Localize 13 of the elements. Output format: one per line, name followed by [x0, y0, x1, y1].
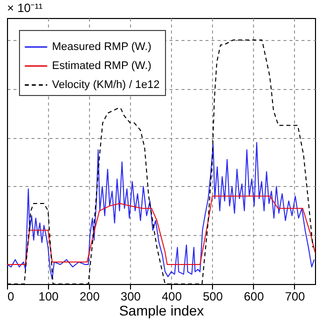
x-tick-label: 600 — [244, 290, 264, 304]
x-tick-label: 100 — [38, 290, 59, 304]
x-tick-label: 500 — [202, 290, 224, 304]
x-tick-label: 700 — [284, 290, 306, 304]
x-axis-title: Sample index — [119, 302, 204, 318]
x-tick-label: 400 — [162, 290, 182, 304]
x-tick-label: 200 — [80, 290, 100, 304]
x-tick-label: 300 — [120, 290, 142, 304]
legend-label: Estimated RMP (W.) — [52, 60, 152, 72]
legend-label: Velocity (KM/h) / 1e12 — [52, 79, 160, 91]
text: × 10⁻¹¹ — [7, 1, 43, 15]
x-tick-label: 0 — [8, 290, 14, 304]
legend-label: Measured RMP (W.) — [52, 41, 152, 53]
